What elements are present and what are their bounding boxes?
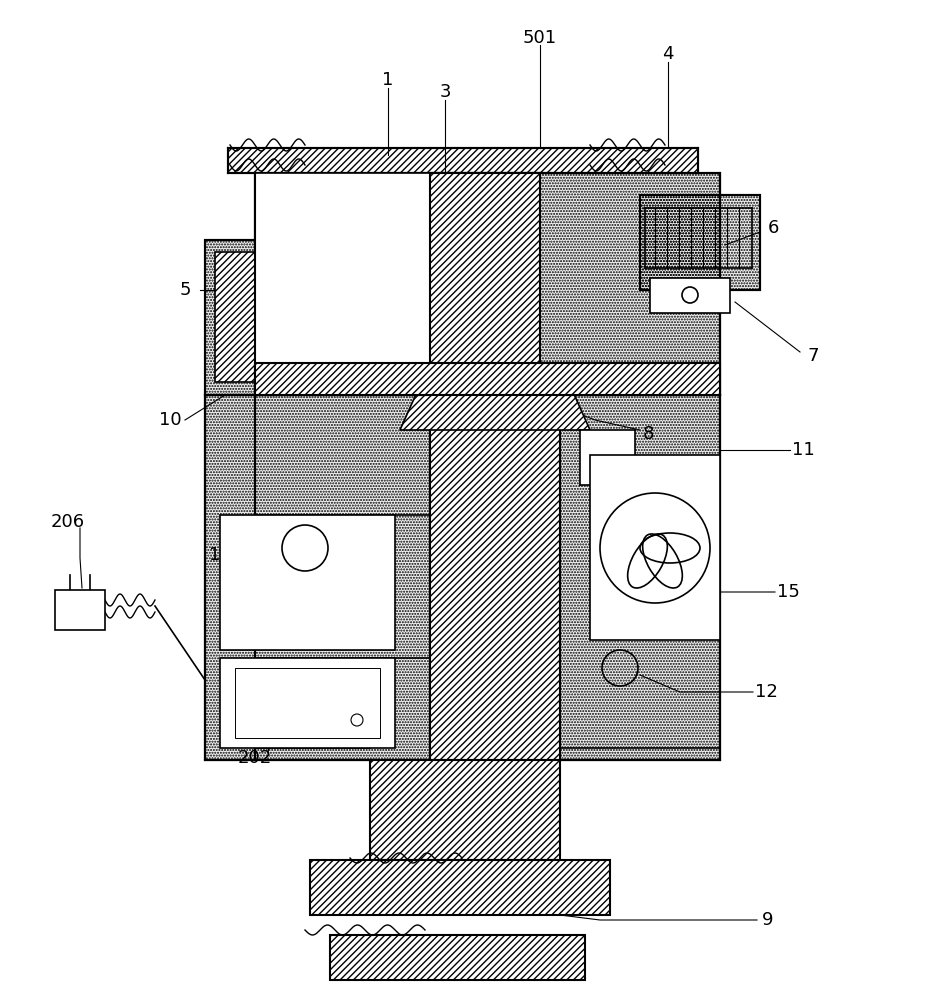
Polygon shape xyxy=(400,363,590,430)
Bar xyxy=(370,760,560,860)
Bar xyxy=(330,935,585,980)
Polygon shape xyxy=(590,455,720,640)
Bar xyxy=(228,148,698,173)
Bar xyxy=(650,278,730,313)
Bar xyxy=(55,590,105,630)
Text: 4: 4 xyxy=(662,45,674,63)
Bar xyxy=(205,395,430,760)
Bar xyxy=(580,430,635,485)
Text: 13: 13 xyxy=(208,546,232,564)
Text: 9: 9 xyxy=(762,911,774,929)
Bar xyxy=(205,240,370,395)
Bar xyxy=(640,195,760,290)
Text: 11: 11 xyxy=(792,441,814,459)
Text: 10: 10 xyxy=(158,411,181,429)
Text: 202: 202 xyxy=(238,749,272,767)
Bar xyxy=(310,860,610,915)
Bar xyxy=(560,395,720,760)
Bar xyxy=(220,658,395,748)
Bar xyxy=(560,395,720,760)
Bar xyxy=(255,173,720,395)
Bar xyxy=(235,668,380,738)
Text: 206: 206 xyxy=(51,513,85,531)
Bar xyxy=(255,173,430,363)
Text: 3: 3 xyxy=(439,83,451,101)
Text: 6: 6 xyxy=(768,219,779,237)
Bar xyxy=(220,515,395,650)
Bar xyxy=(255,173,720,395)
Text: 7: 7 xyxy=(807,347,819,365)
Text: 501: 501 xyxy=(523,29,557,47)
Bar xyxy=(255,363,720,395)
Text: 1: 1 xyxy=(382,71,394,89)
Text: 5: 5 xyxy=(180,281,191,299)
Bar xyxy=(640,195,760,290)
Bar xyxy=(215,252,360,382)
Text: 12: 12 xyxy=(755,683,778,701)
Bar xyxy=(205,395,430,760)
Text: 15: 15 xyxy=(777,583,799,601)
Text: 8: 8 xyxy=(643,425,654,443)
Bar xyxy=(205,240,370,395)
Polygon shape xyxy=(430,173,560,760)
